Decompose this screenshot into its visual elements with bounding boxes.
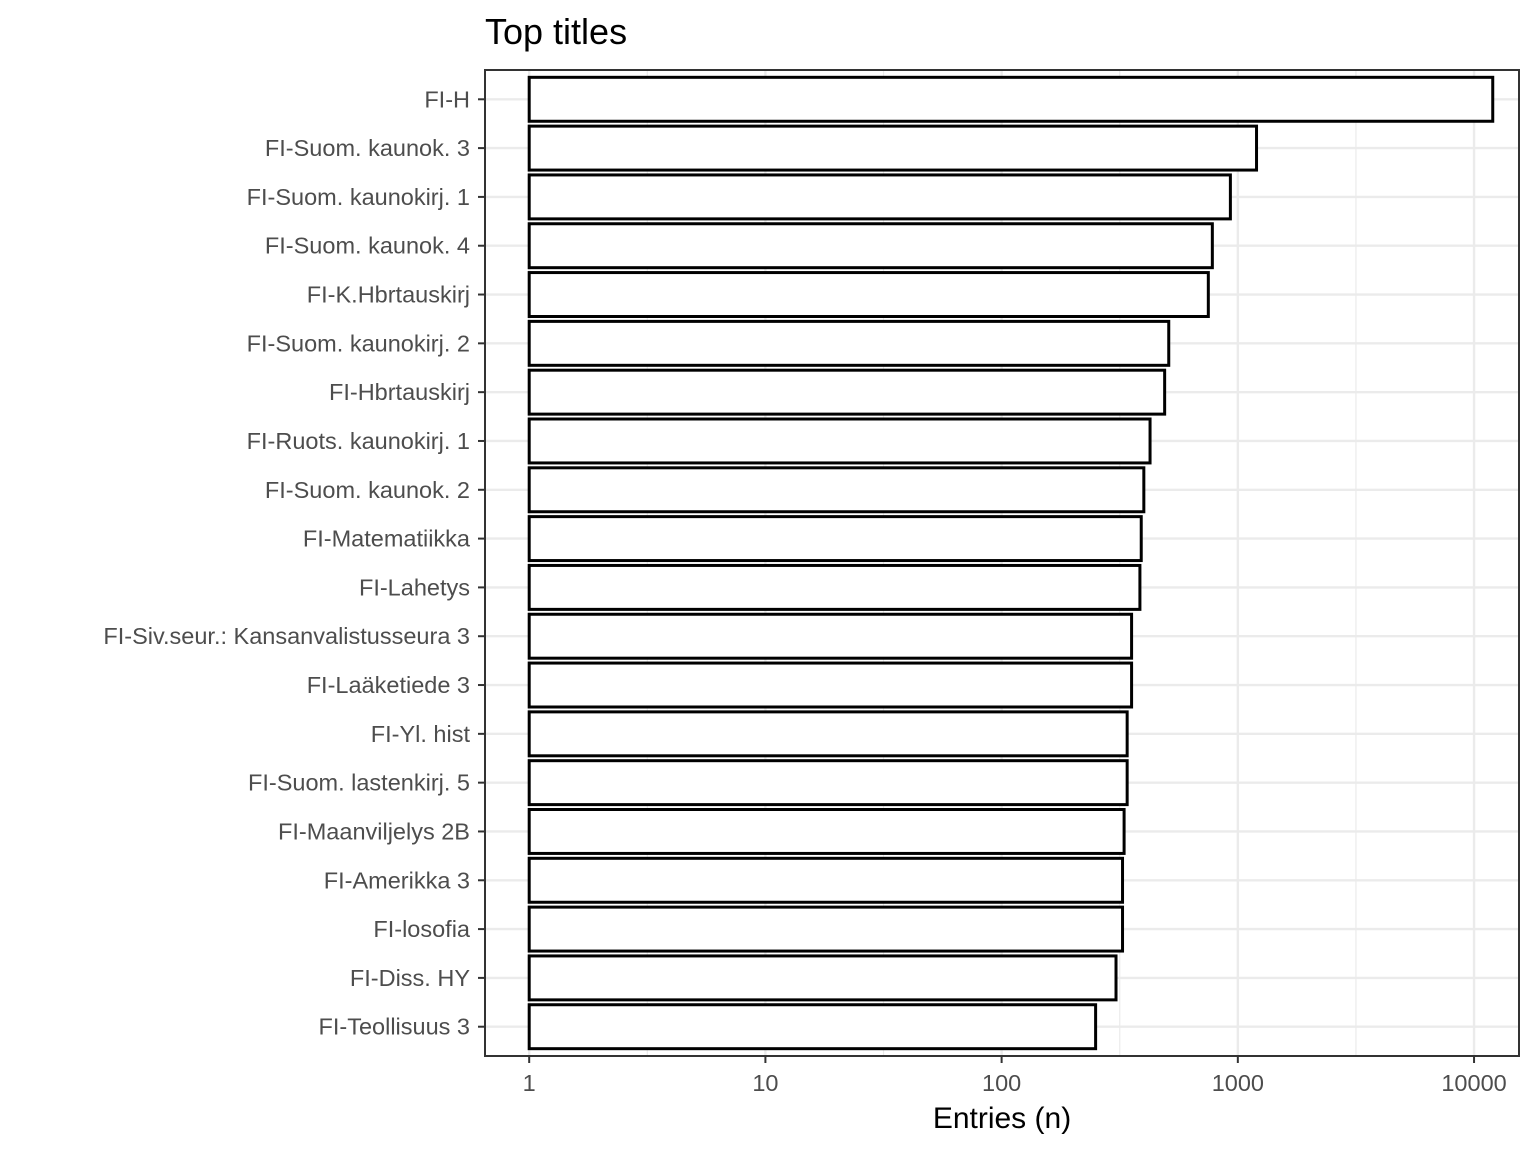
bar	[527, 319, 1171, 367]
bar	[527, 808, 1126, 855]
bar	[527, 124, 1259, 172]
bar	[527, 75, 1495, 123]
bar	[527, 466, 1146, 514]
bar	[527, 222, 1214, 270]
x-tick-label: 1	[523, 1070, 536, 1096]
y-tick-label: FI-Laäketiede 3	[307, 672, 470, 698]
y-tick-label: FI-Suom. kaunok. 3	[265, 135, 470, 161]
y-axis: FI-H FI-Suom. kaunok. 3 FI-Suom. kaunokirj…	[103, 86, 485, 1040]
x-axis: 1 10 100 1000 10000	[523, 1056, 1507, 1096]
x-tick-label: 10	[752, 1070, 778, 1096]
y-tick-label: FI-Teollisuus 3	[319, 1014, 471, 1040]
y-tick-label: FI-Maanviljelys 2B	[278, 818, 470, 844]
y-tick-label: FI-Yl. hist	[371, 721, 471, 747]
x-tick-label: 1000	[1212, 1070, 1264, 1096]
x-tick-label: 10000	[1441, 1070, 1506, 1096]
bars	[527, 75, 1495, 1051]
bar	[527, 759, 1129, 807]
y-tick-label: FI-Suom. kaunok. 2	[265, 477, 470, 503]
bar	[527, 954, 1118, 1002]
y-tick-label: FI-Hbrtauskirj	[329, 379, 470, 405]
y-tick-label: FI-Suom. kaunok. 4	[265, 233, 470, 259]
x-tick-label: 100	[982, 1070, 1021, 1096]
y-tick-label: FI-losofia	[373, 916, 471, 942]
bar	[527, 856, 1125, 904]
y-tick-label: FI-Suom. kaunokirj. 2	[247, 330, 470, 356]
bar	[527, 515, 1143, 563]
bar	[527, 661, 1134, 709]
bar	[527, 1003, 1098, 1051]
bar	[527, 612, 1134, 660]
bar	[527, 710, 1129, 758]
y-tick-label: FI-Suom. lastenkirj. 5	[248, 770, 470, 796]
bar	[527, 417, 1152, 465]
y-tick-label: FI-Lahetys	[359, 574, 470, 600]
y-tick-label: FI-Amerikka 3	[324, 867, 470, 893]
chart-title: Top titles	[485, 11, 627, 52]
bar	[527, 271, 1210, 318]
y-tick-label: FI-H	[424, 86, 470, 112]
bar	[527, 368, 1167, 416]
x-axis-title: Entries (n)	[933, 1102, 1071, 1135]
y-tick-label: FI-Siv.seur.: Kansanvalistusseura 3	[103, 623, 470, 649]
bar	[527, 563, 1142, 611]
y-tick-label: FI-Suom. kaunokirj. 1	[247, 184, 470, 210]
y-tick-label: FI-Matematiikka	[303, 526, 471, 552]
y-tick-label: FI-Diss. HY	[350, 965, 470, 991]
y-tick-label: FI-Ruots. kaunokirj. 1	[247, 428, 470, 454]
bar	[527, 905, 1125, 953]
bar	[527, 173, 1232, 221]
y-tick-label: FI-K.Hbrtauskirj	[307, 282, 470, 308]
